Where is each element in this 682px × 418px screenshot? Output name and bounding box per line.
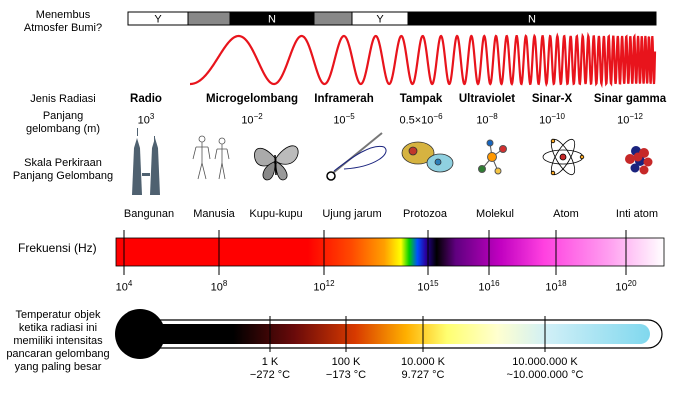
radiation-type-label: Jenis Radiasi: [30, 93, 96, 105]
butterfly-icon: [254, 145, 299, 181]
temperature-label-line5: yang paling besar: [14, 361, 102, 373]
temperature-label-line2: ketika radiasi ini: [18, 322, 98, 334]
temperature-celsius: −173 °C: [325, 369, 367, 381]
temperature-kelvin: 10.000 K: [400, 356, 446, 368]
scale-item-label: Inti atom: [615, 208, 659, 220]
radiation-type-name: Microgelombang: [205, 93, 298, 105]
scale-icons: [132, 128, 653, 195]
temperature-label-line4: pancaran gelombang: [6, 348, 110, 360]
scale-item-label: Kupu-kupu: [249, 208, 303, 220]
humans-icon: [192, 135, 230, 180]
scale-item-label: Molekul: [476, 208, 514, 220]
frequency-tick-label: 108: [210, 279, 228, 294]
temperature-kelvin: 100 K: [331, 356, 361, 368]
atmosphere-segment-label: N: [528, 14, 536, 26]
scale-item-label: Bangunan: [123, 208, 175, 220]
radiation-wavelength: 10−2: [241, 112, 263, 127]
frequency-tick-label: 1015: [417, 279, 439, 294]
needle-icon: [326, 132, 387, 181]
scale-label-line2: Panjang Gelombang: [12, 170, 114, 182]
wavelength-label-line2: gelombang (m): [26, 123, 100, 135]
scale-label: Skala Perkiraan Panjang Gelombang: [8, 157, 118, 183]
temperature-kelvin: 1 K: [261, 356, 279, 368]
radiation-type-name: Sinar-X: [531, 93, 573, 105]
atmosphere-segment-label: Y: [376, 14, 384, 26]
protozoa-icon: [401, 141, 454, 173]
scale-item-label: Protozoa: [402, 208, 448, 220]
wave-graphic: [190, 31, 657, 89]
temperature-celsius: 9.727 °C: [401, 369, 445, 381]
temperature-label-line1: Temperatur objek: [15, 309, 101, 321]
temperature-celsius: −272 °C: [249, 369, 291, 381]
radiation-wavelength: 10−8: [476, 112, 498, 127]
atmosphere-label-line1: Menembus: [35, 9, 91, 21]
radiation-wavelength: 10−5: [333, 112, 355, 127]
wavelength-label: Panjang gelombang (m): [8, 110, 118, 136]
radiation-type-name: Sinar gamma: [593, 93, 667, 105]
frequency-bar: [115, 230, 665, 275]
towers-icon: [132, 128, 160, 195]
temperature-celsius: ~10.000.000 °C: [506, 369, 584, 381]
radiation-wavelength: 0.5×10−6: [399, 112, 443, 127]
scale-label-line1: Skala Perkiraan: [24, 157, 102, 169]
radiation-type-name: Ultraviolet: [458, 93, 516, 105]
atmosphere-label-line2: Atmosfer Bumi?: [23, 22, 103, 34]
frequency-tick-label: 1016: [478, 279, 500, 294]
nucleus-icon: [625, 146, 653, 175]
atmosphere-segment-label: Y: [154, 14, 162, 26]
scale-item-label: Ujung jarum: [322, 208, 382, 220]
atmosphere-segment-label: N: [268, 14, 276, 26]
atmosphere-label: Menembus Atmosfer Bumi?: [8, 9, 118, 35]
frequency-tick-label: 1020: [615, 279, 637, 294]
radiation-type-name: Radio: [130, 93, 162, 105]
temperature-label: Temperatur objek ketika radiasi ini memi…: [4, 309, 112, 374]
temperature-label-line3: memiliki intensitas: [13, 335, 103, 347]
frequency-tick-label: 1018: [545, 279, 567, 294]
radiation-wavelength: 103: [137, 112, 155, 127]
wave-line: [190, 31, 657, 89]
wavelength-label-line1: Panjang: [42, 110, 84, 122]
radiation-type-name: Tampak: [399, 93, 443, 105]
frequency-tick-label: 104: [115, 279, 133, 294]
temperature-kelvin: 10.000.000 K: [512, 356, 578, 368]
radiation-wavelength: 10−10: [539, 112, 565, 127]
temperature-tick-label: 10.000.000 K ~10.000.000 °C: [485, 356, 605, 382]
scale-item-label: Atom: [553, 208, 579, 220]
temperature-tick-label: 10.000 K 9.727 °C: [363, 356, 483, 382]
radiation-type-name: Inframerah: [314, 93, 374, 105]
radiation-wavelength: 10−12: [617, 112, 643, 127]
scale-item-label: Manusia: [193, 208, 235, 220]
atom-icon: [542, 138, 585, 176]
frequency-tick-label: 1012: [313, 279, 335, 294]
atmosphere-segment-6: [407, 11, 657, 26]
frequency-label: Frekuensi (Hz): [18, 241, 97, 255]
temperature-tick-label: 100 K −173 °C: [286, 356, 406, 382]
temperature-tick-label: 1 K −272 °C: [210, 356, 330, 382]
molecule-icon: [478, 139, 507, 175]
